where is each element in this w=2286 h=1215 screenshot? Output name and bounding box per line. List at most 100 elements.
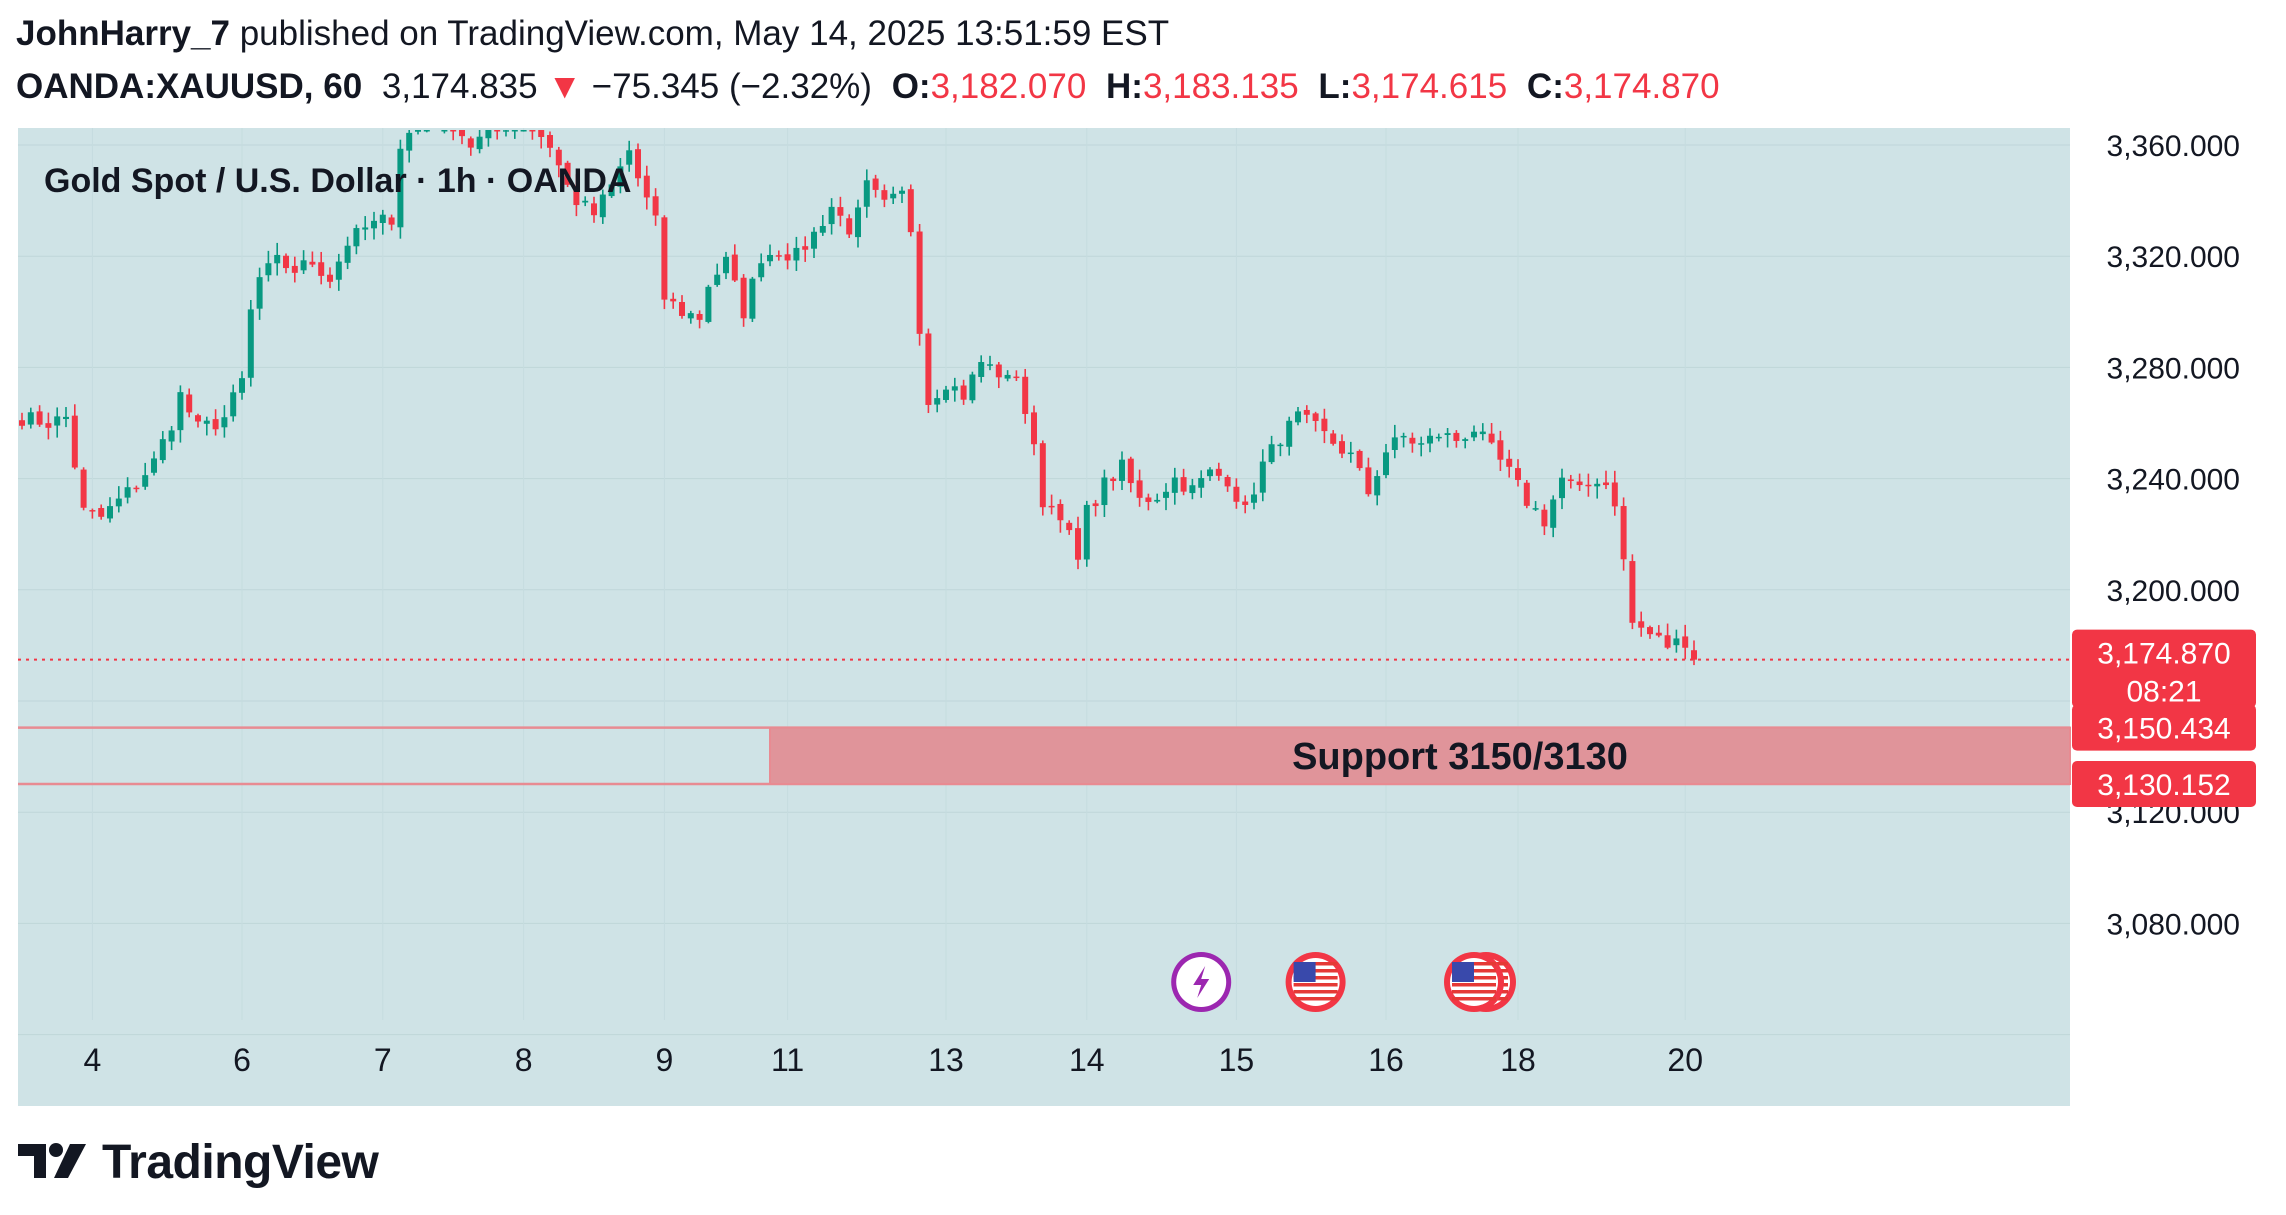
candle-body xyxy=(1004,374,1011,379)
candle-body xyxy=(555,149,562,166)
author-name[interactable]: JohnHarry_7 xyxy=(16,14,230,53)
candle-body xyxy=(881,190,888,200)
candle-body xyxy=(1682,636,1689,648)
time-tick-label: 4 xyxy=(84,1042,102,1078)
us-flag-icon[interactable] xyxy=(1444,952,1504,1012)
time-tick-label: 11 xyxy=(771,1042,804,1078)
support-zone[interactable]: Support 3150/3130 xyxy=(18,726,2071,786)
candle-body xyxy=(71,415,78,468)
candle-body xyxy=(837,207,844,216)
support-bottom-tag-text: 3,130.152 xyxy=(2097,769,2230,802)
price-tick-label: 3,080.000 xyxy=(2107,908,2240,941)
plot-area[interactable] xyxy=(18,128,2070,1106)
candle-body xyxy=(855,207,861,238)
candle-body xyxy=(591,203,597,216)
candle-body xyxy=(274,254,281,264)
candle-body xyxy=(1119,459,1125,481)
candle-body xyxy=(1418,443,1425,445)
candle-body xyxy=(749,278,756,319)
candle-body xyxy=(960,385,967,400)
candle-body xyxy=(89,510,96,512)
candle-body xyxy=(494,130,501,132)
lightning-bolt xyxy=(1193,966,1210,998)
candle-body xyxy=(599,194,606,218)
candle-body xyxy=(309,261,316,265)
candle-body xyxy=(98,508,105,517)
candle-body xyxy=(1039,443,1046,508)
us-flag-icon[interactable] xyxy=(1285,952,1346,1012)
time-tick-label: 15 xyxy=(1219,1042,1255,1078)
close-value: 3,174.870 xyxy=(1563,67,1720,106)
candle-body xyxy=(80,469,87,508)
candle-body xyxy=(1365,467,1372,495)
candle-body xyxy=(1163,491,1169,498)
price-tick-label: 3,280.000 xyxy=(2107,352,2240,385)
publish-line: JohnHarry_7 published on TradingView.com… xyxy=(16,6,2266,62)
time-axis[interactable]: 4 6 7 8 9 11 13 14 15 16 18 20 xyxy=(84,1042,1703,1078)
candle-body xyxy=(1013,376,1020,379)
time-tick-label: 14 xyxy=(1069,1042,1105,1078)
candle-body xyxy=(1462,439,1469,441)
tradingview-logo[interactable]: TradingView xyxy=(18,1132,379,1192)
candle-body xyxy=(450,130,457,132)
candle-body xyxy=(467,138,474,148)
candle-body xyxy=(1488,433,1495,443)
candle-body xyxy=(1048,505,1055,508)
candle-body xyxy=(124,487,131,498)
chart-title: Gold Spot / U.S. Dollar · 1h · OANDA xyxy=(44,162,631,200)
support-top-tag-text: 3,150.434 xyxy=(2097,713,2230,746)
candlestick-series xyxy=(19,130,1697,666)
candle-body xyxy=(987,364,993,366)
flag-stripe xyxy=(1452,990,1496,994)
flag-stripe xyxy=(1293,997,1338,1001)
price-axis[interactable]: 3,360.000 3,320.000 3,280.000 3,240.000 3,20… xyxy=(2072,130,2256,941)
candle-body xyxy=(1356,450,1363,469)
candle-body xyxy=(846,218,853,235)
open-label: O: xyxy=(891,67,931,106)
candle-body xyxy=(828,206,835,225)
candle-body xyxy=(168,430,175,442)
candle-body xyxy=(934,398,941,405)
candle-body xyxy=(36,411,43,425)
candle-body xyxy=(1207,469,1213,477)
flag-stripe xyxy=(1293,983,1338,987)
candle-body xyxy=(283,255,289,269)
candle-body xyxy=(423,130,430,132)
candle-body xyxy=(1629,561,1636,623)
candle-body xyxy=(520,130,527,132)
candle-body xyxy=(27,412,34,425)
candle-body xyxy=(1268,444,1275,463)
candle-body xyxy=(485,130,492,139)
symbol-label[interactable]: OANDA:XAUUSD, 60 xyxy=(16,67,363,106)
flag-stripe xyxy=(1452,997,1496,1001)
candle-body xyxy=(1655,632,1662,636)
open-value: 3,182.070 xyxy=(930,67,1087,106)
candle-body xyxy=(916,231,923,334)
price-tick-label: 3,240.000 xyxy=(2107,464,2240,497)
candle-body xyxy=(1550,499,1557,528)
candle-body xyxy=(811,231,817,249)
support-top-tag xyxy=(2072,704,2256,751)
candle-body xyxy=(635,149,641,179)
candle-body xyxy=(1383,452,1389,476)
candle-body xyxy=(1295,411,1301,423)
flag-stripe xyxy=(1293,990,1338,994)
candle-body xyxy=(1286,420,1293,447)
candle-body xyxy=(256,277,263,309)
candle-body xyxy=(872,178,879,190)
chart-header: JohnHarry_7 published on TradingView.com… xyxy=(16,6,2266,112)
published-text: published on TradingView.com, May 14, 20… xyxy=(239,14,1170,53)
last-price: 3,174.835 xyxy=(381,67,538,106)
candle-body xyxy=(186,394,193,413)
candle-body xyxy=(1154,499,1161,502)
lightning-icon[interactable] xyxy=(1171,952,1232,1012)
candle-body xyxy=(617,166,624,187)
candle-body xyxy=(1576,481,1583,486)
candle-body xyxy=(775,255,782,257)
grid-lines xyxy=(18,128,2070,1036)
support-rectangle[interactable] xyxy=(769,726,2071,785)
candle-body xyxy=(819,225,826,233)
candle-body xyxy=(784,254,791,261)
candle-body xyxy=(652,196,659,216)
